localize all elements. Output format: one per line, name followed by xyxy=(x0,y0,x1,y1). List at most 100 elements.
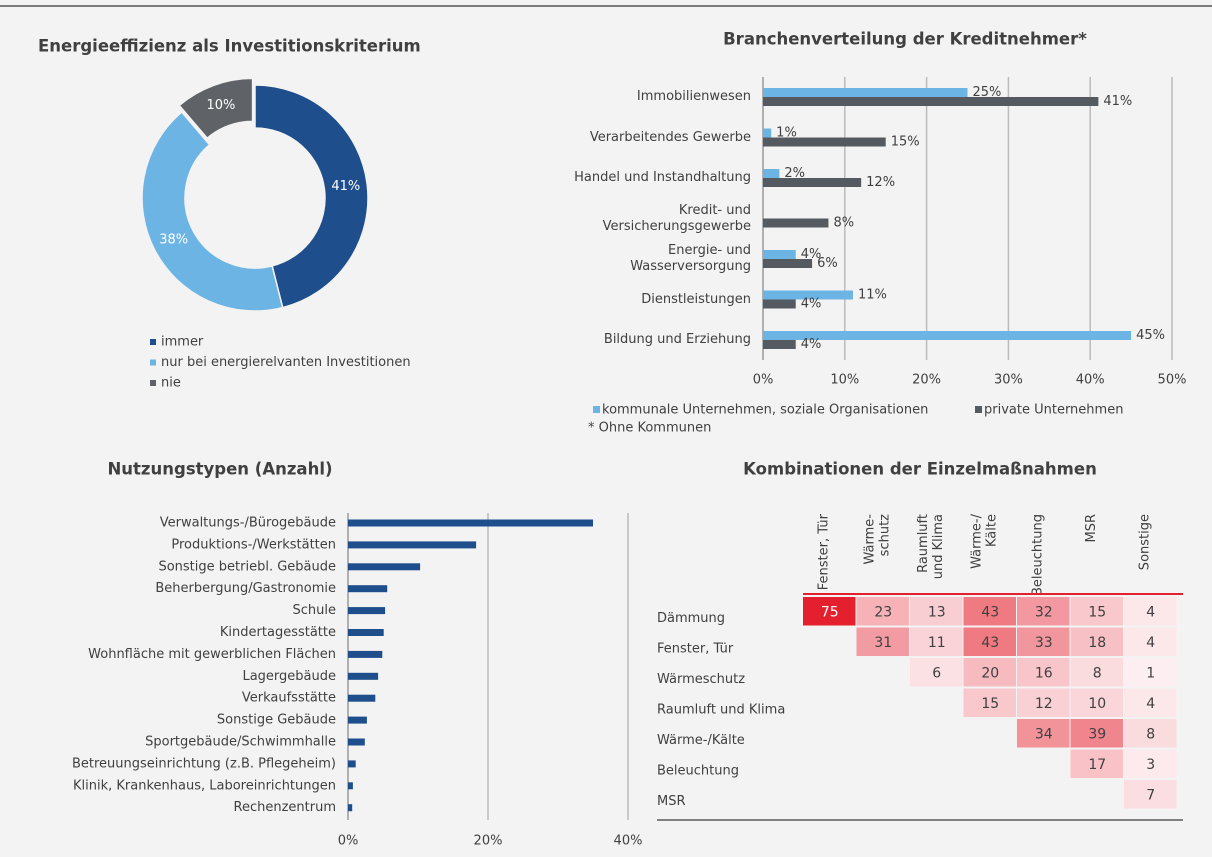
category-box: Immobilienwesen xyxy=(553,77,751,117)
chart-title: Branchenverteilung der Kreditnehmer* xyxy=(723,30,1087,49)
bar xyxy=(348,563,421,571)
cell-value: 15 xyxy=(981,696,999,712)
legend-swatch xyxy=(975,406,982,413)
column-header: Raumluft xyxy=(916,514,931,573)
column-header: Beleuchtung xyxy=(1030,514,1045,596)
slice-label: 41% xyxy=(331,179,360,194)
heat-cell xyxy=(803,597,856,626)
heat-cell xyxy=(910,597,963,626)
column-header: Fenster, Tür xyxy=(816,513,831,590)
y-tick-label: Bildung und Erziehung xyxy=(603,332,751,347)
bar xyxy=(763,128,772,138)
cell-value: 7 xyxy=(1146,787,1155,803)
x-tick-label: 0% xyxy=(753,373,774,388)
cell-value: 15 xyxy=(1088,604,1106,620)
y-tick-label: Energie- und Wasserversorgung xyxy=(630,243,751,274)
row-label: MSR xyxy=(657,794,686,809)
cell-value: 1 xyxy=(1146,665,1155,681)
legend-swatch xyxy=(150,380,156,386)
cell-value: 11 xyxy=(928,635,946,651)
cell-value: 3 xyxy=(1146,757,1155,773)
row-label: Wärmeschutz xyxy=(657,672,745,687)
bar-label: 41% xyxy=(1103,94,1132,109)
category-box: Handel und Instandhaltung xyxy=(553,158,751,198)
legend-label: kommunale Unternehmen, soziale Organisat… xyxy=(602,403,928,418)
cell-value: 75 xyxy=(821,604,839,620)
cell-value: 6 xyxy=(932,665,941,681)
cell-value: 4 xyxy=(1146,696,1155,712)
y-tick-label: Klinik, Krankenhaus, Laboreinrichtungen xyxy=(73,778,336,793)
heat-cell xyxy=(963,658,1016,687)
column-header: schutz xyxy=(877,514,892,556)
row-label: Beleuchtung xyxy=(657,763,739,778)
bar-label: 2% xyxy=(784,166,805,181)
chart-title: Energieeffizienz als Investitionskriteri… xyxy=(38,37,421,56)
heat-cell xyxy=(1070,719,1123,748)
bar xyxy=(348,629,384,636)
heat-cell xyxy=(856,597,909,626)
y-tick-label: Lagergebäude xyxy=(242,669,336,684)
bar xyxy=(348,541,477,549)
y-tick-label: Wohnfläche mit gewerblichen Flächen xyxy=(88,647,336,662)
category-box: Energie- und Wasserversorgung xyxy=(553,239,751,279)
x-tick-label: 10% xyxy=(830,373,859,388)
cell-value: 13 xyxy=(928,604,946,620)
heat-cell xyxy=(963,627,1016,656)
cell-value: 4 xyxy=(1146,635,1155,651)
bar xyxy=(348,585,388,593)
bar-label: 4% xyxy=(801,247,822,262)
row-label: Fenster, Tür xyxy=(657,641,734,656)
y-tick-label: Betreuungseinrichtung (z.B. Pflegeheim) xyxy=(72,756,336,771)
heat-cell xyxy=(1124,627,1177,656)
category-box: Kredit- und Versicherungsgewerbe xyxy=(553,199,751,239)
cell-value: 43 xyxy=(981,604,999,620)
bar xyxy=(348,716,367,724)
legend-label: immer xyxy=(161,335,204,350)
bar-label: 4% xyxy=(801,297,822,312)
x-tick-label: 30% xyxy=(994,373,1023,388)
bar xyxy=(348,607,386,615)
y-tick-label: Sonstige Gebäude xyxy=(217,713,336,728)
bar xyxy=(348,672,379,680)
x-tick-label: 50% xyxy=(1158,373,1187,388)
donut-slice xyxy=(178,77,254,140)
y-tick-label: Verwaltungs-/Bürogebäude xyxy=(160,516,336,531)
heat-cell xyxy=(1017,627,1070,656)
y-tick-label: Sonstige betriebl. Gebäude xyxy=(158,559,336,574)
cell-value: 17 xyxy=(1088,757,1106,773)
heat-cell xyxy=(1124,780,1177,809)
bar-label: 11% xyxy=(858,288,887,303)
column-header: MSR xyxy=(1084,514,1099,543)
heat-cell xyxy=(963,688,1016,717)
y-tick-label: Handel und Instandhaltung xyxy=(574,170,751,185)
bar-label: 6% xyxy=(817,256,838,271)
bar-label: 45% xyxy=(1136,328,1165,343)
heat-cell xyxy=(1017,597,1070,626)
bar xyxy=(348,650,383,658)
cell-value: 23 xyxy=(874,604,892,620)
cell-value: 8 xyxy=(1093,665,1102,681)
bar-label: 25% xyxy=(973,85,1002,100)
category-box: Verarbeitendes Gewerbe xyxy=(553,118,751,158)
legend-label: nie xyxy=(161,376,181,391)
row-label: Dämmung xyxy=(657,611,725,626)
bar xyxy=(763,331,1132,340)
bar xyxy=(763,88,968,97)
y-tick-label: Verkaufsstätte xyxy=(242,691,336,706)
x-tick-label: 20% xyxy=(474,834,503,849)
column-header: Sonstige xyxy=(1137,514,1152,570)
chart-title: Nutzungstypen (Anzahl) xyxy=(107,460,332,479)
legend-swatch xyxy=(150,339,156,345)
heat-cell xyxy=(1070,597,1123,626)
y-tick-label: Rechenzentrum xyxy=(234,800,336,815)
cell-value: 18 xyxy=(1088,635,1106,651)
cell-value: 34 xyxy=(1035,726,1053,742)
y-tick-label: Immobilienwesen xyxy=(636,89,751,104)
bar xyxy=(348,804,353,812)
bar-label: 4% xyxy=(801,337,822,352)
row-label: Raumluft und Klima xyxy=(657,702,785,717)
y-tick-label: Dienstleistungen xyxy=(641,291,751,307)
donut-slice xyxy=(254,84,369,309)
bar xyxy=(348,782,353,790)
